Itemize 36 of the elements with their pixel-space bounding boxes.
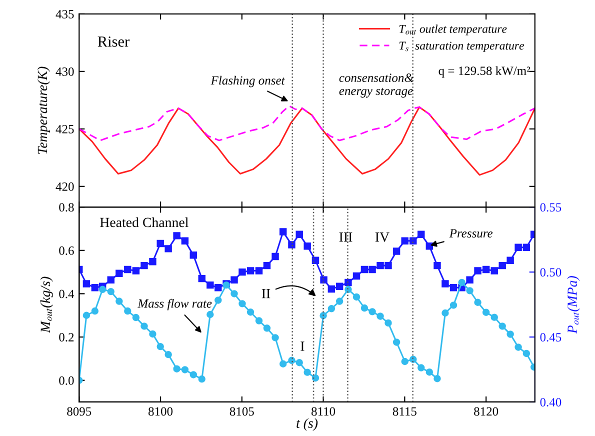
y-axis-title: Temperature(K) (37, 66, 50, 154)
y-tick-label: 420 (56, 182, 74, 191)
annotation: Heated Channel (100, 217, 188, 228)
y-tick-label: 0.8 (59, 203, 74, 212)
y-tick-label: 0.4 (59, 290, 74, 298)
y-tick-label: 0.0 (59, 376, 74, 385)
y-tick-label: 430 (56, 67, 74, 76)
legend-label: T$_{out}$ outlet temperature (399, 24, 507, 36)
annotation: Mass flow rate (138, 298, 212, 310)
y2-tick-label: 0.55 (540, 203, 562, 212)
annotation: Riser (98, 36, 130, 47)
y2-tick-label: 0.50 (540, 268, 562, 277)
annotation: II (262, 289, 270, 298)
y-tick-label: 0.2 (59, 333, 74, 342)
y-tick-label: 435 (56, 10, 74, 18)
annotation: q = 129.58 kW/m² (438, 66, 530, 78)
x-tick-label: 8095 (67, 407, 92, 416)
annotation: IV (375, 232, 390, 242)
y-tick-label: 425 (56, 124, 74, 134)
x-tick-label: 8120 (474, 407, 498, 416)
y2-tick-label: 0.45 (540, 333, 562, 342)
annotation: Pressure (449, 229, 493, 238)
y-tick-label: 0.6 (59, 246, 74, 255)
annotation: Flashing onset (210, 76, 285, 88)
annotation: III (339, 232, 352, 242)
legend-label: T$_{s}$ saturation temperature (399, 42, 524, 52)
y-axis-title: M$_{out}$(kg/s) (40, 276, 53, 333)
x-tick-label: 8100 (148, 407, 173, 416)
y2-tick-label: 0.40 (540, 398, 562, 407)
x-tick-label: 8115 (392, 407, 416, 416)
x-tick-label: 8110 (312, 407, 336, 416)
x-tick-label: 8105 (230, 407, 254, 416)
x-axis-title: t (s) (296, 418, 318, 431)
annotation: consensation& energy storage (339, 74, 414, 98)
annotation: I (300, 342, 304, 351)
y2-axis-title: P$_{out}$(MPa) (567, 276, 580, 334)
